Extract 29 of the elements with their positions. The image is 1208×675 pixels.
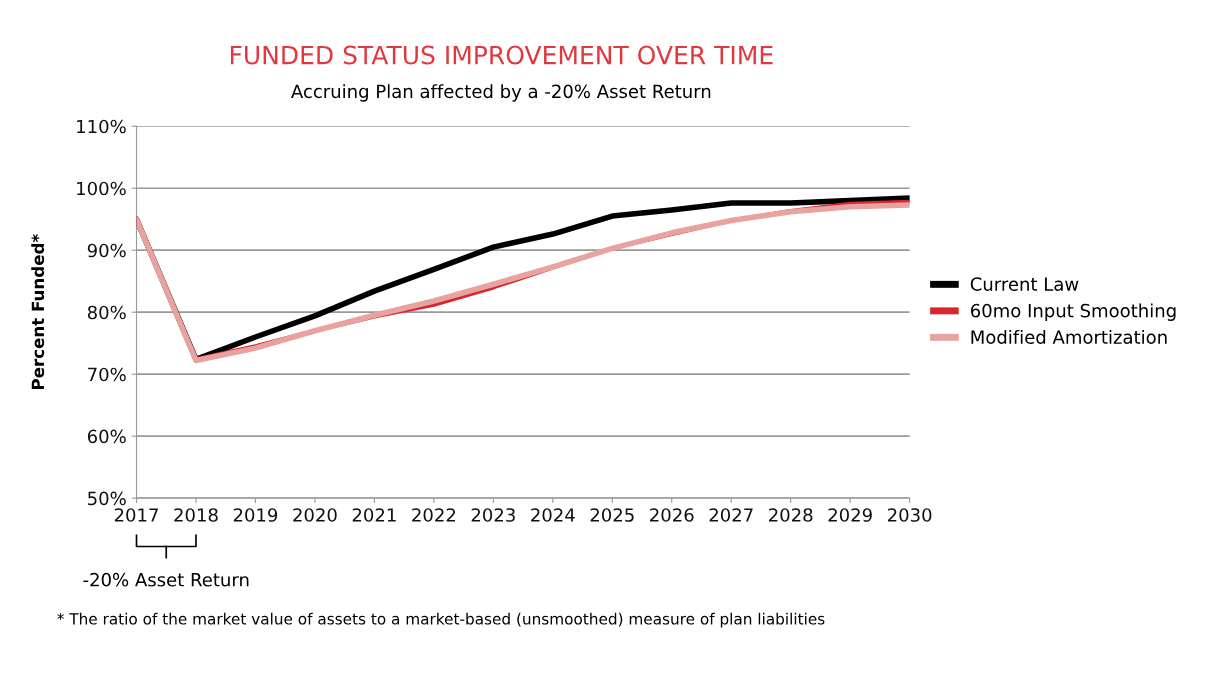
text: -20% Asset Return	[83, 572, 249, 587]
x-tick-label: 2023	[471, 508, 515, 522]
chart-subtitle: Accruing Plan affected by a -20% Asset Return	[291, 84, 711, 102]
text: * The ratio of the market value of assets to a market-based (unsmoothed) measure of plan liabilities	[57, 612, 825, 628]
x-tick-label: 2018	[174, 508, 218, 522]
legend-label: Modified Amortization	[971, 329, 1167, 344]
x-tick-label: 2026	[650, 508, 694, 522]
x-tick-label: 2022	[412, 508, 456, 522]
y-tick-label: 100%	[77, 181, 126, 196]
legend-label: Current Law	[970, 277, 1079, 291]
y-tick-label: 90%	[87, 243, 126, 258]
x-tick-label: 2030	[887, 508, 932, 522]
y-tick-label: 80%	[87, 305, 126, 320]
x-tick-label: 2025	[590, 508, 634, 522]
y-tick-label: 60%	[87, 429, 126, 444]
y-axis-title: Percent Funded*	[31, 234, 45, 390]
y-tick-label: 110%	[77, 119, 126, 134]
chart-title: FUNDED STATUS IMPROVEMENT OVER TIME	[230, 45, 773, 65]
y-tick-label: 50%	[88, 491, 126, 506]
legend-label: 60mo Input Smoothing	[970, 303, 1176, 321]
x-tick-label: 2028	[769, 508, 813, 522]
x-tick-label: 2024	[531, 508, 575, 522]
x-tick-label: 2019	[233, 508, 278, 522]
x-tick-label: 2029	[828, 508, 872, 522]
x-tick-label: 2017	[114, 508, 158, 522]
y-tick-label: 70%	[88, 367, 126, 382]
x-tick-label: 2020	[293, 508, 337, 522]
x-tick-label: 2027	[709, 508, 753, 522]
x-tick-label: 2021	[352, 508, 396, 522]
